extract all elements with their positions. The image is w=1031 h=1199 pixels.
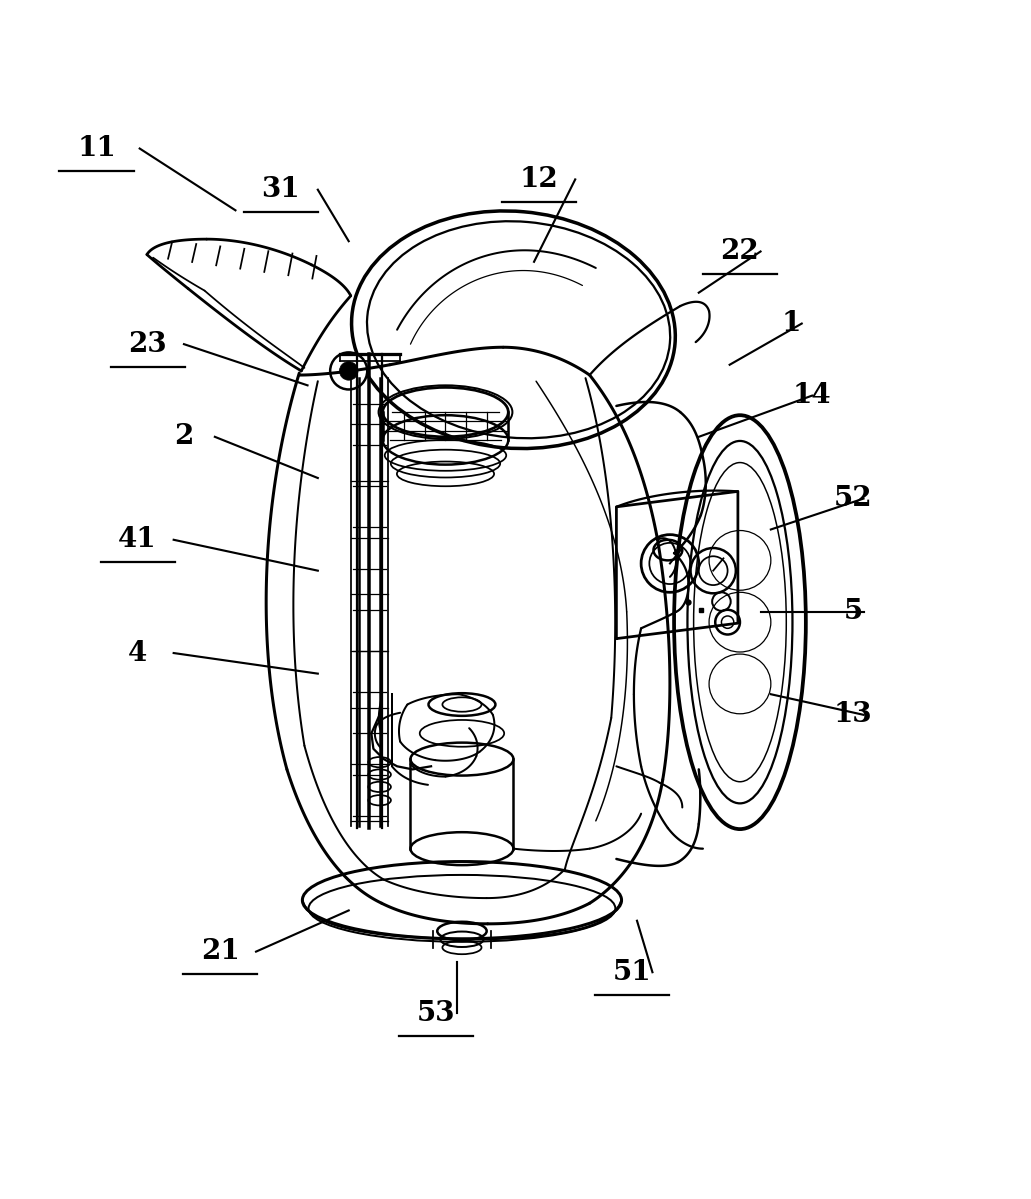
Text: 1: 1 bbox=[781, 311, 801, 337]
Text: 14: 14 bbox=[793, 382, 831, 409]
Text: 53: 53 bbox=[417, 1000, 456, 1026]
Text: 12: 12 bbox=[520, 165, 559, 193]
Text: 5: 5 bbox=[843, 598, 863, 626]
Text: 51: 51 bbox=[612, 959, 652, 986]
Text: 21: 21 bbox=[201, 938, 239, 965]
Text: 13: 13 bbox=[834, 701, 872, 728]
Text: 31: 31 bbox=[262, 176, 300, 203]
Text: 4: 4 bbox=[128, 639, 147, 667]
Text: 52: 52 bbox=[834, 486, 872, 512]
Text: 41: 41 bbox=[119, 526, 157, 553]
Circle shape bbox=[339, 362, 358, 380]
Text: 22: 22 bbox=[721, 237, 759, 265]
Text: 2: 2 bbox=[174, 423, 194, 451]
Text: 11: 11 bbox=[77, 135, 115, 162]
Circle shape bbox=[330, 353, 367, 390]
Text: 23: 23 bbox=[129, 331, 167, 357]
